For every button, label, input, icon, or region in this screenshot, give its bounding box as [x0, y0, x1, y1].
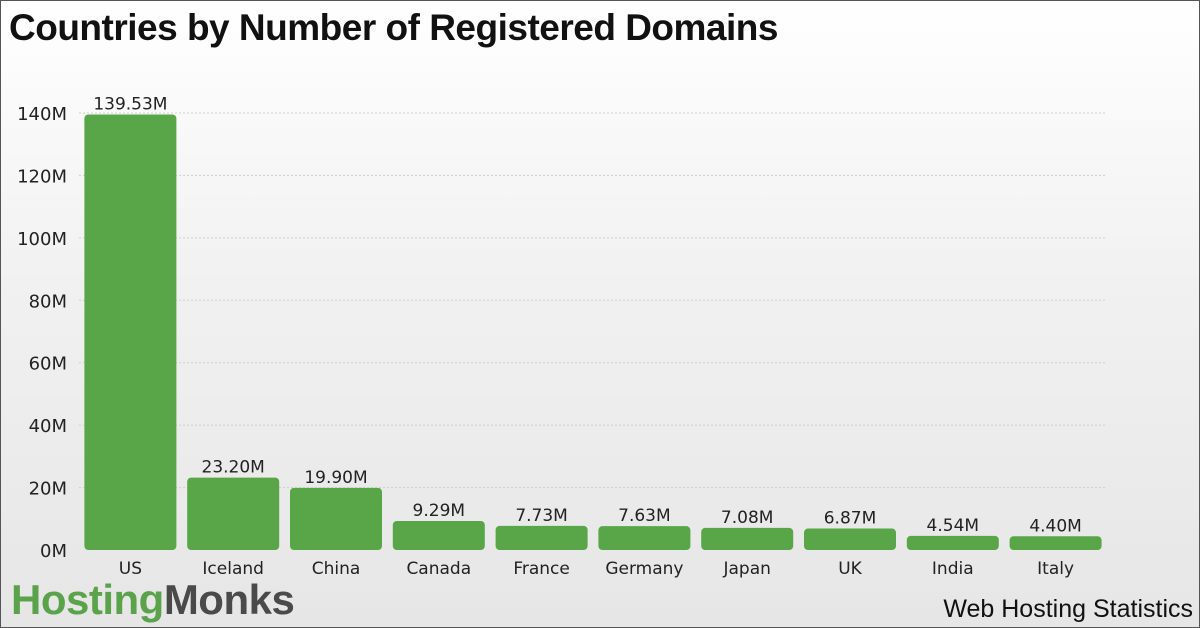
bar [1009, 536, 1102, 550]
y-tick-label: 100M [17, 229, 67, 250]
y-tick-label: 0M [40, 541, 67, 562]
bar [598, 526, 691, 550]
bar [187, 477, 280, 550]
bar [290, 487, 382, 550]
x-tick-label: Japan [722, 559, 770, 579]
data-label: 6.87M [824, 509, 877, 529]
brand-logo: HostingMonks [11, 576, 295, 623]
x-tick-label: Germany [605, 559, 683, 579]
x-tick-label: Canada [406, 559, 471, 579]
y-tick-label: 20M [29, 479, 67, 500]
x-tick-label: UK [838, 559, 862, 579]
bar [84, 114, 177, 550]
data-label: 23.20M [202, 458, 265, 478]
bar [701, 527, 794, 550]
bar [804, 528, 896, 550]
bar [495, 525, 588, 550]
y-tick-label: 60M [29, 354, 67, 375]
bar [906, 535, 999, 550]
x-tick-label: Italy [1037, 559, 1074, 579]
data-label: 4.54M [927, 516, 980, 536]
data-label: 9.29M [413, 501, 466, 521]
y-tick-label: 140M [17, 104, 67, 125]
x-tick-label: Iceland [202, 559, 264, 579]
y-tick-label: 80M [29, 291, 67, 312]
brand-logo-part2: Monks [163, 576, 295, 623]
data-label: 7.63M [618, 506, 671, 526]
data-label: 19.90M [304, 468, 367, 488]
x-tick-label: France [513, 559, 570, 579]
y-tick-label: 120M [17, 166, 67, 187]
chart-title: Countries by Number of Registered Domain… [9, 7, 778, 48]
data-label: 7.73M [515, 506, 568, 526]
data-label: 4.40M [1029, 516, 1082, 536]
brand-logo-part1: Hosting [11, 576, 164, 623]
bar [392, 521, 485, 550]
footer-caption: Web Hosting Statistics [943, 595, 1193, 623]
y-tick-label: 40M [29, 416, 67, 437]
x-tick-label: US [119, 559, 142, 579]
data-label: 7.08M [721, 508, 774, 528]
data-label: 139.53M [93, 94, 167, 114]
x-tick-label: India [932, 559, 974, 579]
x-tick-label: China [312, 559, 361, 579]
